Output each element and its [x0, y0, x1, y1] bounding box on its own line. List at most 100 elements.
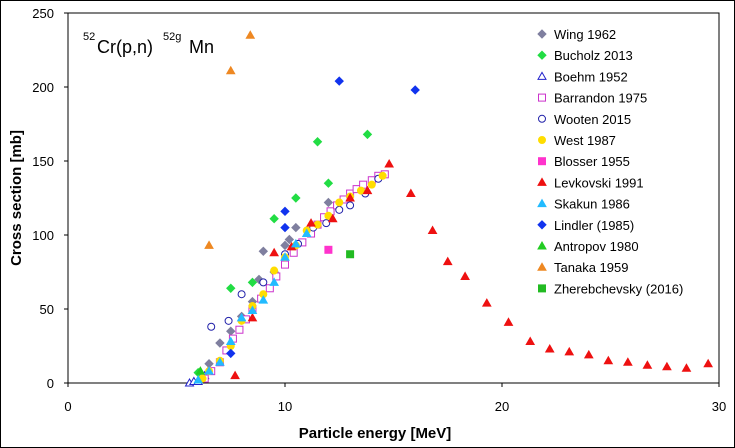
legend-item: Tanaka 1959 — [537, 260, 628, 275]
data-point — [345, 192, 355, 202]
y-tick-label: 100 — [32, 228, 54, 243]
data-point — [324, 245, 333, 254]
data-point — [247, 312, 258, 322]
data-point — [247, 277, 258, 288]
legend-item: Lindler (1985) — [537, 218, 634, 233]
data-point — [460, 271, 470, 280]
legend-item: Wing 1962 — [537, 27, 616, 42]
axes: 0 10 20 30 0 50 100 150 200 250 — [32, 6, 726, 414]
data-point — [226, 348, 236, 359]
series-blosser-1955 — [324, 245, 333, 254]
data-point — [245, 30, 256, 39]
data-point — [327, 213, 338, 223]
legend-marker — [538, 136, 546, 144]
data-point — [290, 238, 301, 248]
series-bucholz-2013 — [193, 129, 373, 378]
data-point — [301, 228, 312, 238]
data-point — [306, 218, 316, 227]
data-point — [642, 360, 653, 369]
legend-label: Levkovski 1991 — [554, 175, 644, 190]
data-point — [284, 234, 295, 245]
series-tanaka-1959 — [204, 30, 256, 249]
data-point — [207, 322, 216, 331]
data-point — [270, 266, 279, 275]
data-point — [335, 205, 344, 214]
data-point — [703, 358, 714, 368]
data-point — [269, 277, 280, 286]
legend-label: Skakun 1986 — [554, 197, 630, 212]
y-tick-label: 250 — [32, 6, 54, 21]
data-point — [323, 197, 334, 208]
data-point — [204, 366, 214, 375]
series-skakun-1986 — [193, 228, 312, 384]
data-point — [622, 357, 633, 366]
data-points — [184, 30, 714, 387]
x-tick-label: 30 — [712, 399, 726, 414]
legend-marker — [537, 240, 547, 250]
chart-title: 52 Cr(p,n) 52g Mn — [83, 31, 214, 57]
y-tick-label: 150 — [32, 154, 54, 169]
legend-item: Zherebchevsky (2016) — [538, 281, 683, 296]
data-point — [346, 201, 355, 210]
title-mass-product: 52g — [163, 31, 181, 43]
data-point — [362, 129, 373, 140]
data-point — [204, 240, 214, 249]
x-tick-label: 10 — [278, 399, 292, 414]
data-point — [362, 185, 373, 195]
data-point — [503, 317, 514, 326]
data-point — [322, 219, 331, 228]
data-point — [230, 370, 240, 380]
data-point — [265, 284, 274, 293]
data-point — [525, 336, 536, 346]
data-point — [335, 198, 344, 207]
x-axis-title: Particle energy [MeV] — [299, 425, 452, 442]
y-tick-label: 200 — [32, 80, 54, 95]
data-point — [269, 247, 280, 257]
data-point — [225, 65, 236, 75]
legend-item: Barrandon 1975 — [538, 91, 647, 106]
plot-frame — [67, 12, 720, 384]
legend-label: Zherebchevsky (2016) — [554, 281, 683, 296]
data-point — [215, 357, 225, 366]
legend-marker — [538, 157, 546, 166]
legend-label: Antropov 1980 — [554, 239, 639, 254]
legend-label: Wing 1962 — [554, 27, 616, 42]
legend-item: Skakun 1986 — [537, 197, 630, 212]
data-point — [603, 355, 614, 365]
data-point — [280, 252, 290, 261]
data-point — [481, 298, 492, 307]
data-point — [258, 295, 269, 304]
data-point — [384, 158, 395, 168]
data-point — [410, 85, 420, 95]
legend-marker — [537, 177, 547, 186]
legend-item: West 1987 — [538, 133, 616, 148]
legend-label: Tanaka 1959 — [554, 260, 628, 275]
data-point — [334, 76, 344, 86]
data-point — [280, 206, 290, 217]
title-mass-target: 52 — [83, 31, 95, 43]
data-point — [378, 171, 387, 180]
data-point — [662, 361, 672, 371]
legend-marker — [537, 71, 547, 80]
legend-label: West 1987 — [554, 133, 616, 148]
legend-marker — [537, 220, 547, 230]
legend: Wing 1962 Bucholz 2013 Boehm 1952 Barrandon… — [537, 27, 683, 296]
data-point — [235, 325, 244, 334]
data-point — [544, 343, 555, 353]
data-point — [313, 220, 322, 229]
legend-marker — [538, 284, 546, 293]
series-antropov-1980 — [195, 366, 206, 375]
legend-item: Levkovski 1991 — [537, 175, 644, 190]
data-point — [236, 312, 247, 322]
series-levkovski-1991 — [230, 158, 714, 380]
data-point — [291, 222, 301, 233]
data-point — [346, 250, 355, 259]
data-point — [427, 225, 438, 235]
data-point — [280, 240, 290, 251]
data-point — [291, 193, 301, 203]
legend-marker — [538, 114, 546, 123]
y-axis-title: Cross section [mb] — [8, 130, 25, 266]
data-point — [405, 188, 416, 198]
